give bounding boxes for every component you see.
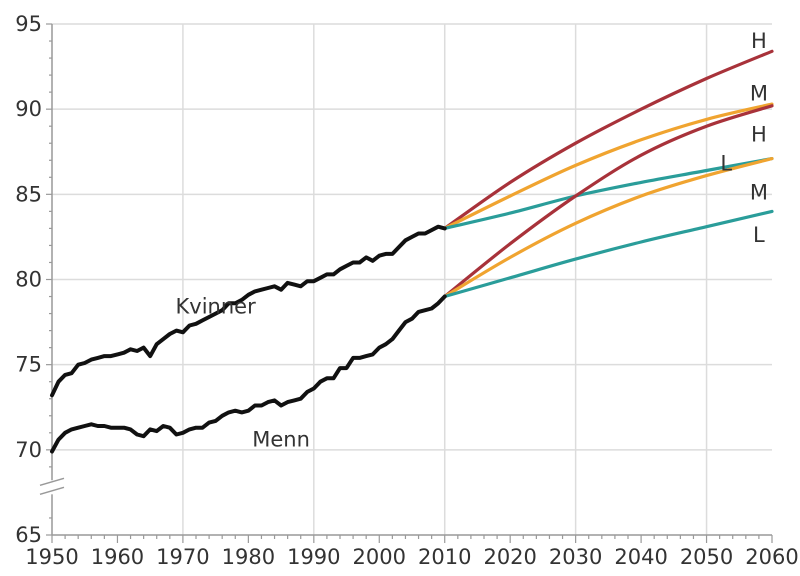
x-tick-label: 1970 [156,545,209,569]
projection-line-menn-l [443,209,774,299]
projection-line-menn-m [443,157,774,299]
y-tick-label: 75 [15,353,42,377]
projection-layer [443,49,774,299]
y-tick-label: 90 [15,97,42,121]
y-tick-label: 95 [15,12,42,36]
scenario-label: L [720,151,732,175]
y-tick-label: 70 [15,438,42,462]
x-tick-label: 2010 [418,545,471,569]
axis-layer: 1950 1960 1970 1980 1990 2000 2010 2020 2030 2040… [15,12,798,569]
x-tick-label: 2050 [680,545,733,569]
x-tick-label: 2040 [614,545,667,569]
x-tick-label: 2030 [549,545,602,569]
projection-line-kvinner-l [443,157,774,230]
x-tick-label: 1990 [287,545,340,569]
x-tick-label: 2000 [353,545,406,569]
axis-break-mark [39,486,65,496]
x-tick-label: 1960 [91,545,144,569]
y-tick-label: 65 [15,523,42,547]
x-tick-label: 2060 [745,545,798,569]
series-label: Menn [252,427,310,451]
y-tick-label: 80 [15,268,42,292]
historical-line-kvinner [50,224,447,398]
y-tick-label: 85 [15,182,42,206]
scenario-label: M [750,82,768,106]
projection-line-kvinner-m [443,102,774,230]
historical-layer [50,224,447,454]
historical-line-menn [50,294,447,454]
series-label: Kvinner [176,295,257,319]
projection-line-kvinner-h [443,49,774,230]
x-tick-label: 2020 [483,545,536,569]
x-tick-label: 1950 [25,545,78,569]
scenario-label: L [753,223,765,247]
x-tick-label: 1980 [222,545,275,569]
scenario-label: H [751,29,767,53]
axis-break-mark [39,477,65,487]
scenario-label: M [750,180,768,204]
projection-line-menn-h [443,104,774,299]
scenario-label: H [751,123,767,147]
grid-layer [52,23,772,535]
